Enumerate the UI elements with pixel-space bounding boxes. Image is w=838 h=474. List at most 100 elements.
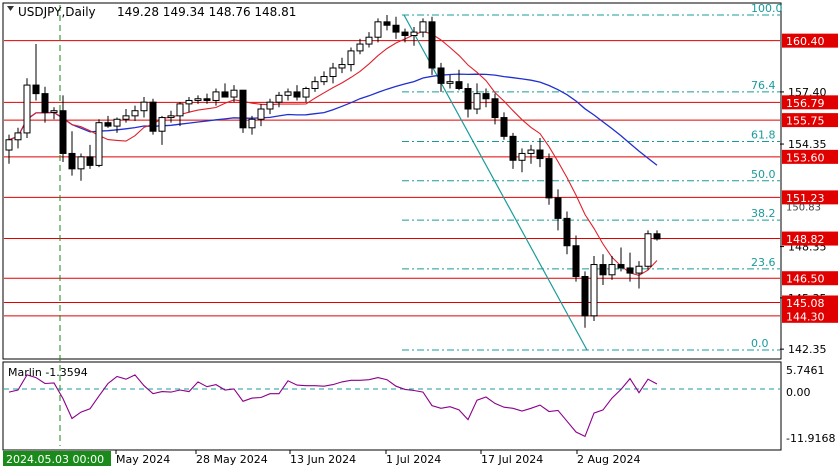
dropdown-triangle-icon[interactable] (7, 6, 14, 11)
chart-header: USDJPY,Daily 149.28 149.34 148.76 148.81 (7, 5, 296, 19)
fib-label: 38.2 (751, 207, 776, 220)
candle-bear (581, 276, 589, 317)
candle-bear (383, 21, 391, 26)
fib-label: 0.0 (751, 337, 769, 350)
trendline[interactable] (403, 14, 588, 351)
level-tag-text: 148.82 (786, 233, 825, 246)
candle-bear (626, 267, 634, 274)
candle-bear (239, 89, 247, 129)
candle-bull (518, 152, 526, 161)
candle-bull (275, 94, 283, 103)
candle-bull (446, 81, 454, 84)
candle-bull (365, 36, 373, 45)
time-label: May 2024 (116, 453, 170, 466)
candle-bull (14, 132, 22, 141)
level-tag-text: 145.08 (786, 297, 825, 310)
candle-bull (608, 264, 616, 276)
level-tag-bg (782, 149, 838, 164)
candle-bear (653, 233, 661, 240)
candle-bull (248, 118, 256, 129)
time-axis[interactable]: 2024.05.03 00:00 May 2024 28 May 2024 13 Ju… (3, 450, 640, 466)
candle-bear (491, 98, 499, 119)
candle-bull (266, 101, 274, 110)
candle-bull (473, 93, 481, 110)
level-tag-text: 160.40 (786, 35, 825, 48)
candle-bull (158, 117, 166, 132)
time-label: 28 May 2024 (196, 453, 268, 466)
price-label: 142.35 (788, 343, 827, 356)
candle-bull (347, 50, 355, 66)
candle-bull (590, 264, 598, 317)
candle-bull (212, 91, 220, 101)
ma-fast-line (8, 30, 658, 276)
level-tag-bg (782, 95, 838, 110)
ohlc-values: 149.28 149.34 148.76 148.81 (117, 5, 296, 19)
level-tag-bg (782, 190, 838, 205)
candle-bull (140, 101, 148, 112)
candle-bull (374, 21, 382, 38)
candle-bull (419, 21, 427, 33)
candle-bear (437, 67, 445, 84)
candle-bear (482, 93, 490, 100)
oscillator-pane-frame (2, 361, 782, 451)
level-tag-bg (782, 231, 838, 246)
candle-bear (32, 84, 40, 95)
candle-bear (293, 91, 301, 98)
candle-bull (644, 233, 652, 267)
candle-bear (509, 135, 517, 161)
oscillator-axis-label: -11.9168 (786, 432, 835, 445)
fib-label: 23.6 (751, 256, 776, 269)
candle-bear (599, 264, 607, 276)
candle-bear (104, 122, 112, 127)
fib-label: 61.8 (751, 128, 776, 141)
main-pane-frame (2, 2, 782, 360)
candle-bull (302, 87, 310, 98)
level-tag-text: 151.23 (786, 192, 825, 205)
candle-bull (77, 156, 85, 170)
candle-bear (59, 110, 67, 154)
time-highlight-label[interactable]: 2024.05.03 00:00 (6, 453, 104, 466)
candle-bear (41, 93, 49, 113)
fibonacci-levels[interactable]: 100.0 76.4 61.8 50.0 38.2 23.6 0.0 (402, 2, 783, 351)
candle-bull (5, 139, 13, 151)
candle-bull (329, 67, 337, 78)
candle-bear (392, 24, 400, 33)
candle-bull (284, 91, 292, 96)
level-tag-bg (782, 113, 838, 128)
time-label: 17 Jul 2024 (481, 453, 543, 466)
price-label: 154.35 (788, 138, 827, 151)
candle-bear (401, 31, 409, 37)
candle-bull (311, 81, 319, 89)
candle-bull (257, 108, 265, 120)
candle-bull (635, 265, 643, 274)
candles (5, 15, 661, 328)
oscillator-axis-label: 5.7461 (786, 364, 825, 377)
candle-bull (320, 76, 328, 83)
candle-bull (131, 110, 139, 117)
candle-bull (230, 89, 238, 98)
candle-bull (23, 84, 31, 134)
symbol-timeframe: USDJPY,Daily (18, 5, 96, 19)
candle-bear (617, 264, 625, 269)
candle-bear (203, 98, 211, 101)
candle-bull (356, 43, 364, 52)
candle-bull (113, 118, 121, 127)
candle-bear (536, 149, 544, 160)
candle-bear (86, 156, 94, 166)
level-tag-text: 144.30 (786, 310, 825, 323)
candle-bear (545, 158, 553, 199)
level-tag-text: 156.79 (786, 97, 825, 110)
fib-label: 76.4 (751, 79, 776, 92)
oscillator-axis: 5.7461 0.00 -11.9168 (786, 364, 835, 445)
level-tag-hidden: 150.83 (786, 202, 821, 213)
horizontal-levels[interactable] (4, 40, 780, 317)
candle-bear (428, 21, 436, 69)
fib-label: 50.0 (751, 168, 776, 181)
candle-bull (176, 103, 184, 117)
candle-bull (95, 122, 103, 166)
level-tag-text: 155.75 (786, 115, 825, 128)
candle-bear (500, 117, 508, 137)
candle-bull (338, 64, 346, 69)
